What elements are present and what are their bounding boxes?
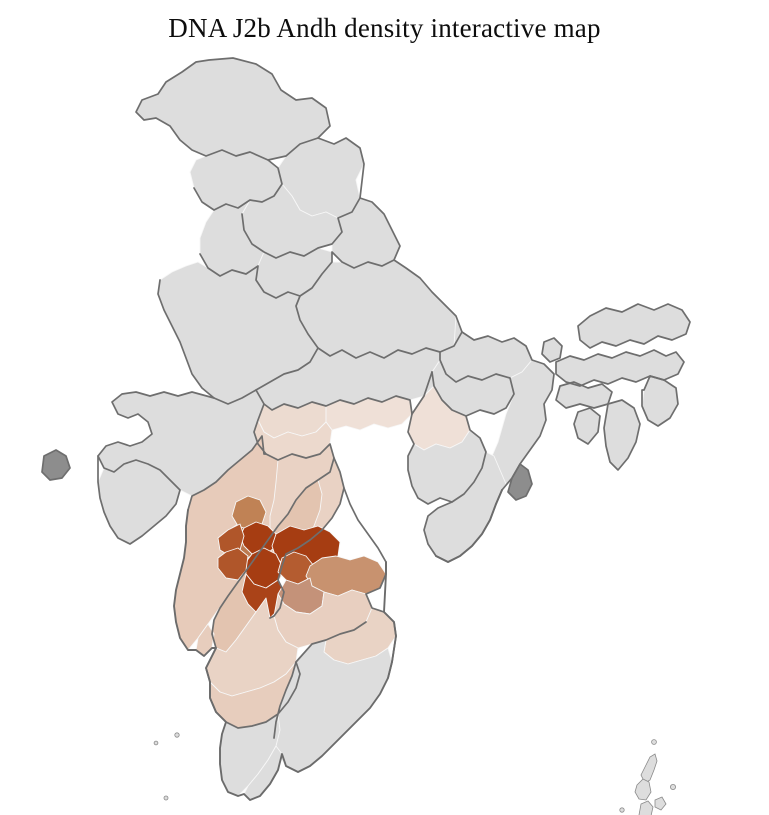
andaman-nicobar-islands[interactable] [619,739,681,815]
state-boundaries [41,57,691,739]
page-title: DNA J2b Andh density interactive map [168,13,601,43]
region-group-east-central[interactable] [407,429,507,563]
region-core-west-mid[interactable] [217,547,249,581]
island-lakshadweep-south [163,795,169,801]
island-rutland [619,807,625,813]
island-barren [670,784,677,791]
island-south-andaman [638,800,654,815]
country-outline [173,489,503,801]
island-lakshadweep-west [153,740,159,746]
region-group-madhya-pradesh[interactable] [253,347,471,461]
island-landfall [651,739,657,745]
island-middle-andaman [634,778,652,801]
island-andaman-east [654,796,667,811]
island-lakshadweep-north [174,732,180,738]
lakshadweep-islands[interactable] [153,732,180,801]
india-choropleth-map[interactable] [0,52,769,815]
map-background [0,52,769,815]
